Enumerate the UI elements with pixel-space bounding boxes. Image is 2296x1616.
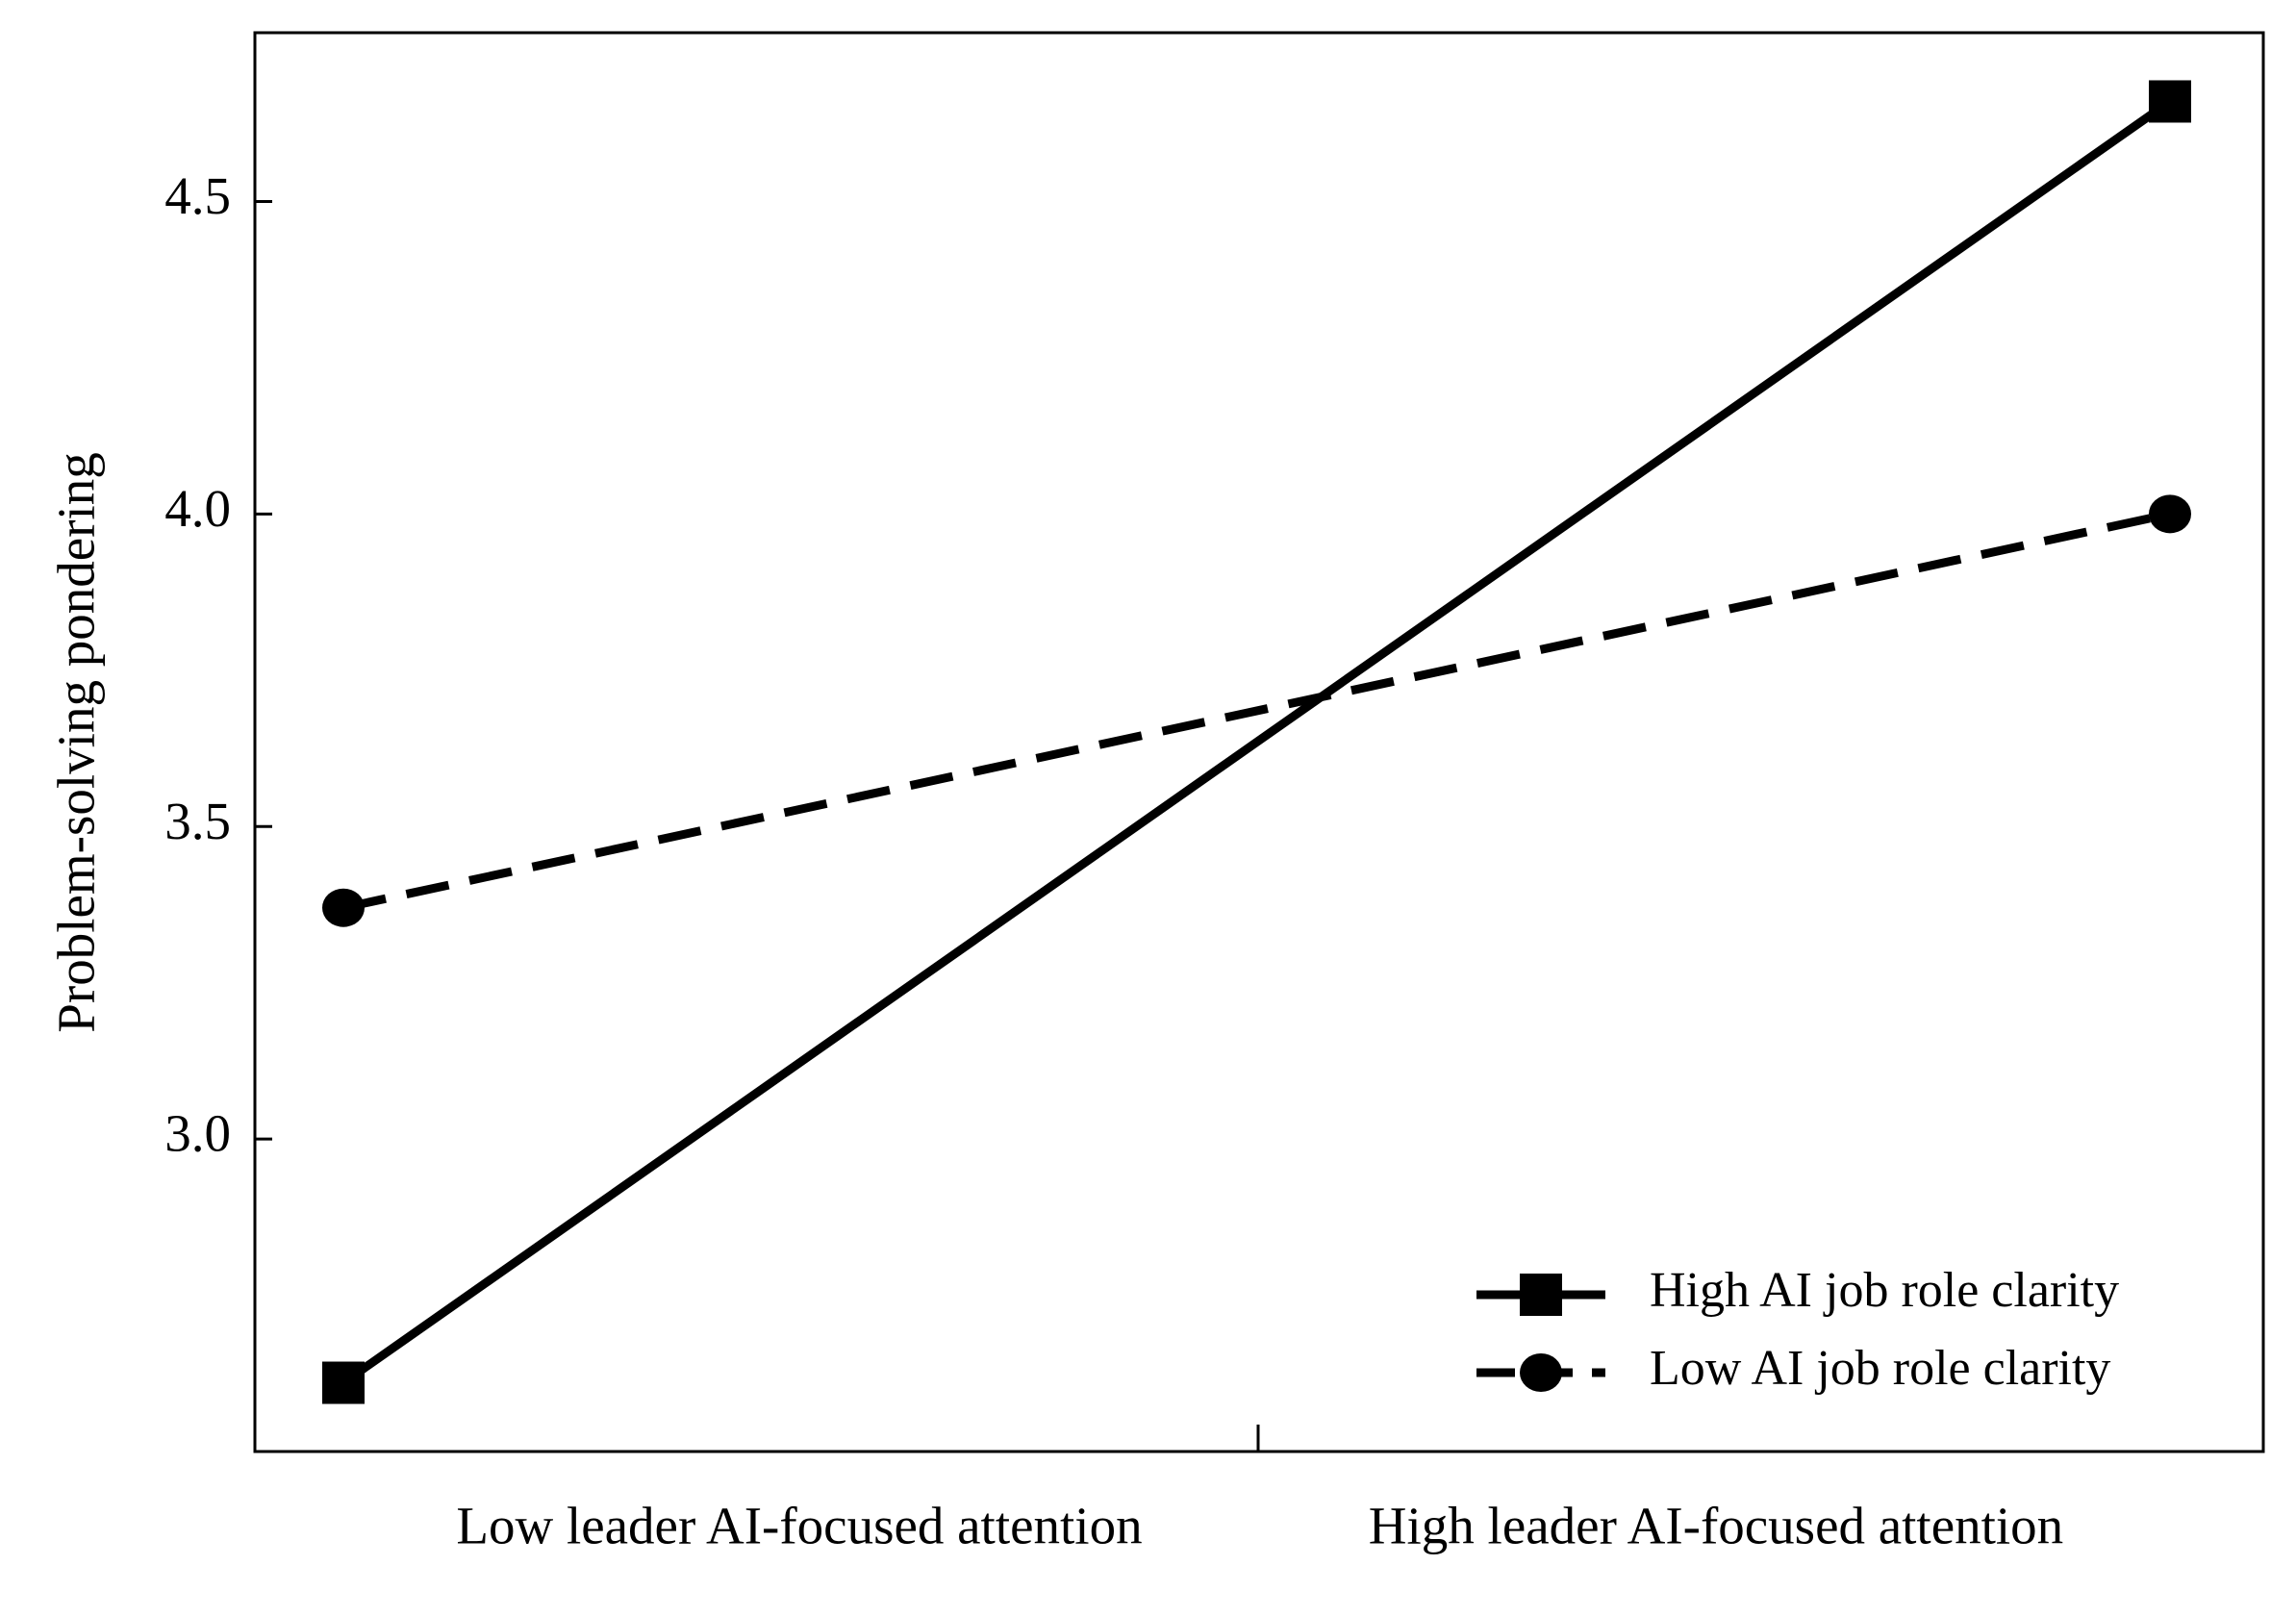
legend-label: High AI job role clarity [1650, 1263, 2119, 1318]
y-tick-label: 4.5 [164, 166, 231, 225]
series-line [342, 509, 2171, 913]
y-axis-label: Problem-solving pondering [47, 452, 106, 1032]
point [322, 1361, 365, 1404]
x-tick-label: Low leader AI-focused attention [456, 1497, 1142, 1555]
x-tick-label: High leader AI-focused attention [1369, 1497, 2063, 1555]
point [2149, 80, 2191, 123]
y-tick-label: 3.0 [164, 1104, 231, 1163]
point [2149, 494, 2191, 534]
legend-label: Low AI job role clarity [1650, 1341, 2110, 1396]
series-line [341, 97, 2173, 1387]
legend-marker [1520, 1274, 1562, 1316]
legend-marker [1520, 1353, 1562, 1392]
y-tick-label: 4.0 [164, 479, 231, 538]
point [322, 888, 365, 927]
y-tick-label: 3.5 [164, 792, 231, 850]
